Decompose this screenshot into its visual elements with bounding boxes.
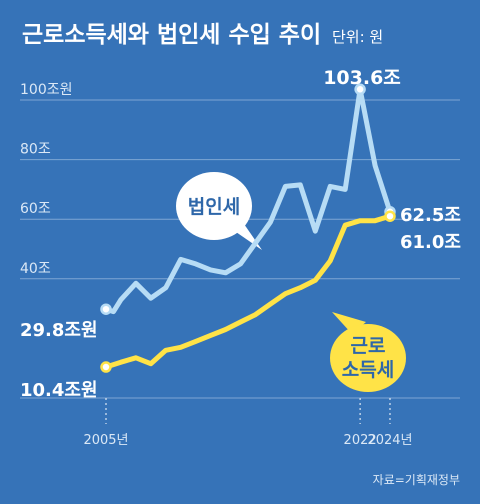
earned-bubble-label-1: 근로: [351, 335, 386, 357]
x-tick-label: 2024년: [367, 433, 412, 448]
earned-end-point: [384, 210, 396, 222]
earned-bubble: 근로 소득세: [330, 312, 406, 392]
corporate-peak-label: 103.6조: [323, 67, 401, 89]
corporate-end-label: 62.5조: [400, 205, 461, 226]
y-tick-label: 80조: [20, 142, 51, 158]
source-label: 자료=기획재정부: [373, 473, 460, 487]
y-tick-label: 60조: [20, 201, 51, 217]
corporate-bubble: 법인세: [176, 172, 262, 250]
earned-start-label: 10.4조원: [20, 380, 98, 401]
x-tick-label: 2022: [344, 433, 377, 448]
earned-start-point: [100, 361, 112, 373]
earned-end-label: 61.0조: [400, 232, 461, 253]
earned-income-tax-line: [103, 213, 393, 370]
corporate-start-label: 29.8조원: [20, 320, 98, 341]
corporate-peak-point: [354, 83, 366, 96]
y-tick-label: 40조: [20, 261, 51, 277]
chart-title: 근로소득세와 법인세 수입 추이: [22, 22, 321, 48]
corporate-bubble-label: 법인세: [188, 196, 240, 218]
corporate-start-point: [100, 303, 112, 315]
series-layer: [100, 83, 396, 373]
unit-label: 단위: 원: [332, 28, 383, 46]
y-tick-labels: 100조원 80조 60조 40조: [20, 82, 72, 277]
y-tick-label: 100조원: [20, 82, 72, 98]
x-tick-label: 2005년: [83, 433, 128, 448]
corporate-tax-line: [103, 86, 393, 315]
earned-bubble-label-2: 소득세: [342, 359, 394, 381]
